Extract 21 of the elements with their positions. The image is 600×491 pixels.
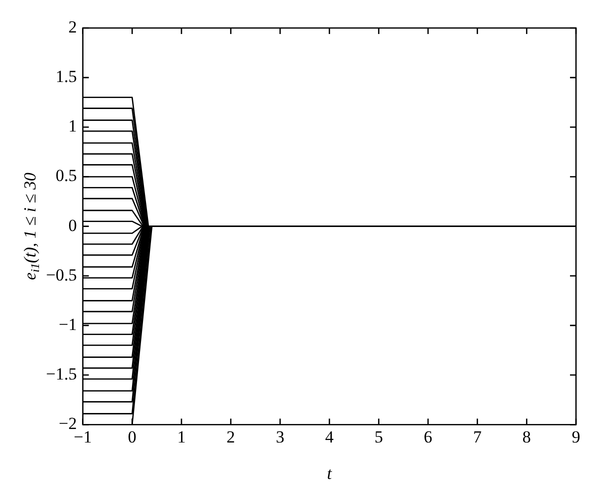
x-tick-label: 3	[276, 427, 284, 446]
y-tick-label: −2	[58, 414, 77, 434]
x-tick-label: 8	[522, 427, 531, 446]
x-tick-label: 9	[572, 427, 580, 446]
y-tick-label: 0	[68, 216, 77, 235]
y-tick-label: −1.5	[46, 364, 77, 384]
x-tick-label: 2	[226, 427, 236, 446]
x-tick-label: 6	[424, 427, 432, 446]
x-tick-label: 4	[325, 427, 334, 446]
y-tick-label: 0.5	[56, 166, 77, 186]
y-tick-label: 2	[68, 17, 77, 36]
x-tick-label: 1	[177, 427, 186, 446]
y-tick-label: 1	[68, 116, 77, 136]
y-axis-title: ei1(t), 1 ≤ i ≤ 30	[20, 172, 42, 280]
x-axis-title: t	[327, 464, 334, 484]
x-tick-label: 5	[374, 427, 383, 446]
x-tick-label: 7	[473, 427, 482, 446]
y-tick-label: 1.5	[56, 67, 77, 86]
y-tick-label: −1	[58, 314, 77, 334]
y-tick-label: −0.5	[46, 265, 77, 284]
x-tick-label: 0	[128, 427, 136, 446]
